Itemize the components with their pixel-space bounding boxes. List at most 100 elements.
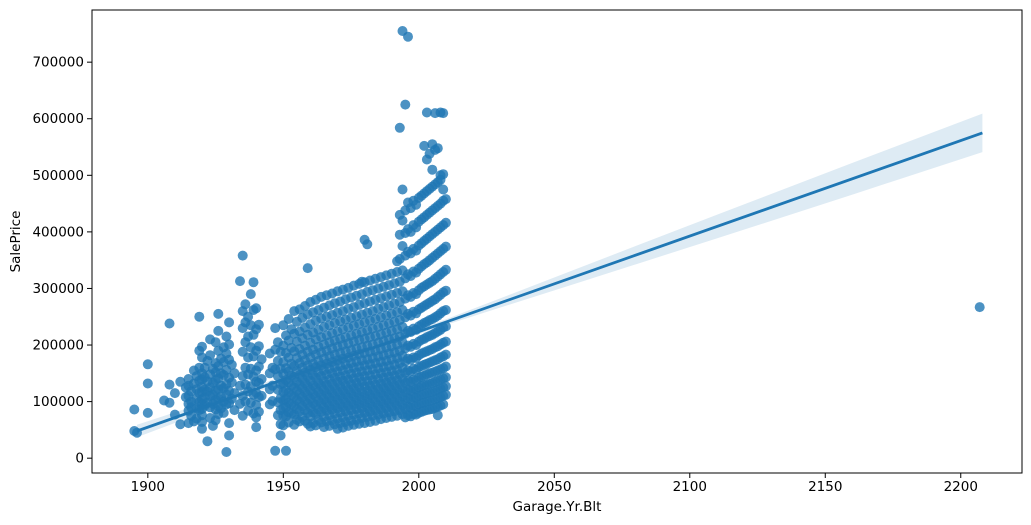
scatter-point	[438, 169, 449, 180]
scatter-point	[194, 311, 205, 322]
scatter-point	[175, 419, 186, 430]
scatter-point	[202, 436, 213, 447]
scatter-point	[197, 341, 207, 352]
scatter-point	[394, 122, 405, 133]
scatter-point	[237, 250, 248, 261]
scatter-point	[400, 99, 411, 110]
scatter-point	[440, 372, 451, 383]
scatter-point	[251, 303, 262, 314]
scatter-point	[362, 239, 373, 250]
scatter-point	[397, 215, 408, 226]
x-tick-label: 2200	[944, 479, 978, 495]
scatter-point	[213, 325, 224, 336]
y-tick-label: 100000	[32, 394, 84, 410]
scatter-point	[142, 378, 153, 389]
x-tick-label: 2100	[673, 479, 707, 495]
scatter-point	[440, 194, 451, 205]
x-tick-label: 2150	[808, 479, 842, 495]
scatter-point	[440, 241, 451, 252]
x-tick-label: 2000	[402, 479, 436, 495]
regression-line	[136, 131, 983, 433]
x-tick-label: 1950	[266, 479, 300, 495]
scatter-point	[224, 430, 235, 441]
scatter-point	[142, 407, 153, 418]
scatter-point	[164, 318, 175, 329]
scatter-point	[229, 368, 240, 379]
scatter-point	[205, 350, 216, 361]
x-tick-label: 1900	[131, 479, 165, 495]
scatter-point	[302, 263, 313, 274]
scatter-point	[253, 319, 264, 330]
scatter-point	[270, 323, 281, 334]
scatter-point	[432, 143, 443, 154]
scatter-point	[240, 299, 251, 310]
scatter-point	[226, 359, 237, 370]
scatter-point	[197, 423, 207, 434]
scatter-point	[164, 397, 175, 408]
scatter-point	[169, 388, 180, 399]
confidence-band-area	[137, 113, 983, 438]
y-tick-label: 400000	[32, 224, 84, 240]
y-tick-label: 0	[75, 451, 84, 467]
scatter-point	[218, 407, 229, 418]
scatter-point	[213, 308, 224, 319]
scatter-point	[440, 217, 451, 228]
scatter-point	[221, 331, 232, 342]
scatter-point	[440, 381, 451, 392]
scatter-point	[397, 184, 408, 195]
scatter-point	[440, 349, 451, 360]
scatter-point	[129, 404, 140, 415]
scatter-point	[210, 337, 221, 348]
scatter-point	[243, 311, 254, 322]
scatter-point	[270, 445, 281, 456]
scatter-point	[440, 336, 451, 347]
scatter-point	[224, 317, 235, 328]
scatter-point	[235, 276, 245, 287]
scatter-point	[256, 354, 267, 365]
y-tick-label: 600000	[32, 111, 84, 127]
y-tick-label: 200000	[32, 338, 84, 354]
scatter-point	[421, 107, 432, 118]
scatter-point	[164, 379, 175, 390]
scatter-point	[253, 406, 264, 417]
scatter-point	[438, 399, 449, 410]
scatter-point	[253, 341, 264, 352]
y-tick-label: 500000	[32, 168, 84, 184]
confidence-band	[137, 113, 983, 438]
scatter-point	[275, 430, 286, 441]
scatter-point	[440, 389, 451, 400]
y-tick-label: 300000	[32, 281, 84, 297]
scatter-point	[221, 447, 232, 457]
scatter-point	[256, 374, 267, 384]
scatter-point	[224, 339, 235, 350]
scatter-point	[438, 108, 449, 119]
scatter-point	[440, 361, 451, 372]
plot-border	[91, 9, 1023, 474]
scatter-point	[251, 422, 262, 433]
x-axis-label: Garage.Yr.Blt	[513, 499, 602, 515]
scatter-point	[419, 140, 430, 151]
y-axis: 0 100000 200000 300000 400000 500000 600000 700…	[32, 55, 92, 467]
x-tick-label: 2050	[537, 479, 571, 495]
scatter-point	[226, 377, 237, 388]
x-axis: 1900 1950 2000 2050 2100 2150 2200	[131, 473, 978, 495]
y-axis-label: SalePrice	[8, 211, 24, 273]
scatter-point	[440, 264, 451, 275]
scatter-point	[142, 359, 153, 370]
scatter-point	[427, 164, 438, 175]
scatter-point	[224, 418, 235, 429]
scatter-point	[438, 184, 449, 195]
scatter-point	[283, 314, 294, 324]
scatter-point	[440, 285, 451, 296]
scatter-point	[281, 445, 291, 456]
scatter-point	[440, 305, 451, 315]
scatter-points	[129, 26, 985, 457]
scatter-point	[245, 289, 256, 300]
regression-line-path	[136, 131, 983, 433]
scatter-point	[403, 31, 413, 42]
y-tick-label: 700000	[32, 55, 84, 71]
scatter-point	[248, 277, 259, 288]
scatter-point	[974, 302, 985, 313]
